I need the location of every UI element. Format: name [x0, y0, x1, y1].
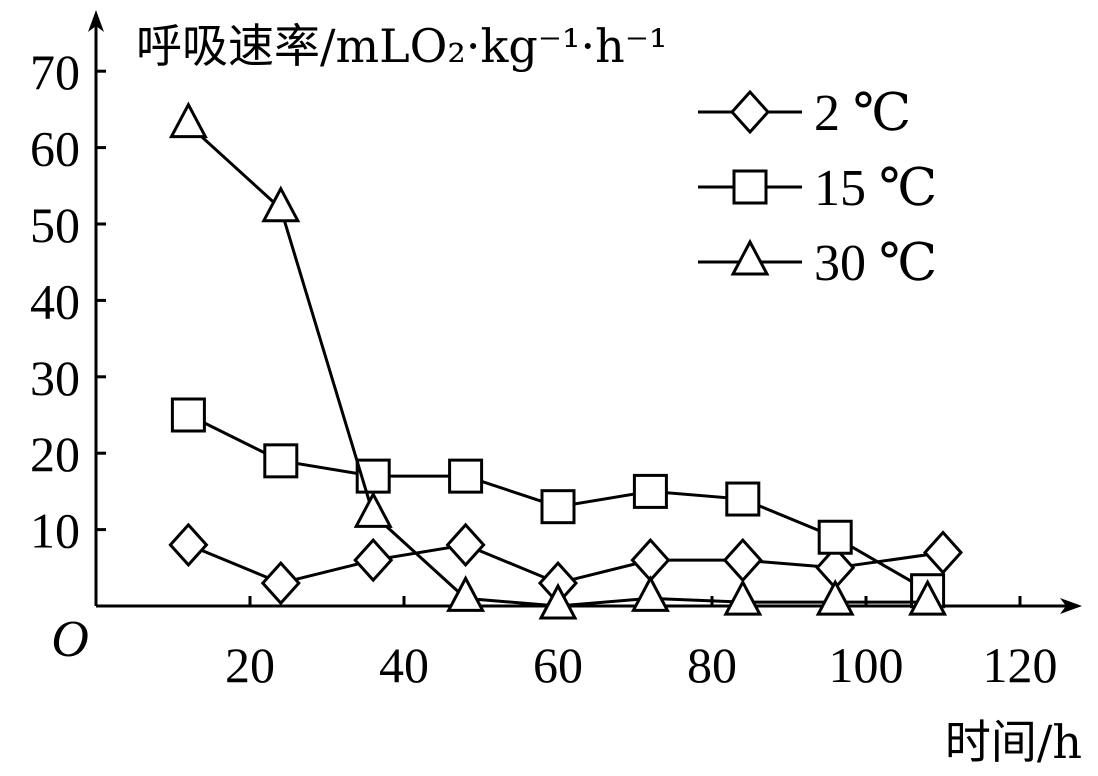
legend-marker-diamond	[729, 89, 771, 135]
data-point-square	[632, 473, 668, 509]
data-point-triangle	[446, 575, 486, 612]
data-point-triangle	[168, 101, 208, 139]
x-tick-label: 80	[687, 637, 737, 693]
y-tick-label: 20	[30, 426, 80, 482]
series-layer	[168, 101, 964, 620]
data-point-triangle	[723, 578, 763, 616]
legend-label: 2 ℃	[814, 85, 911, 142]
legend-item: 2 ℃	[698, 85, 911, 142]
data-point-diamond	[922, 530, 964, 575]
data-point-diamond	[353, 537, 394, 583]
data-point-triangle	[908, 578, 948, 616]
legend-item: 30 ℃	[698, 235, 937, 292]
legend-marker-triangle	[730, 238, 770, 276]
data-point-diamond	[168, 522, 209, 568]
y-tick-label: 50	[30, 197, 80, 253]
legend-marker-square	[732, 169, 768, 205]
x-axis-arrow	[1060, 598, 1082, 614]
x-tick-label: 100	[829, 637, 904, 693]
x-tick-label: 20	[225, 637, 275, 693]
data-point-diamond	[630, 537, 671, 583]
x-tick-label: 40	[379, 637, 429, 693]
y-axis-arrow	[88, 10, 104, 32]
y-tick-label: 60	[30, 121, 80, 177]
data-point-triangle	[538, 582, 578, 620]
y-tick-label: 30	[30, 350, 80, 406]
legend-label: 15 ℃	[814, 160, 937, 217]
data-point-square	[540, 489, 576, 525]
origin-label: O	[51, 611, 89, 668]
data-point-square	[725, 481, 761, 517]
data-point-diamond	[260, 560, 301, 606]
data-point-square	[263, 443, 299, 479]
data-point-triangle	[815, 578, 855, 616]
x-axis-title: 时间/h	[945, 715, 1082, 769]
data-point-square	[448, 458, 484, 494]
data-point-square	[817, 519, 853, 555]
data-point-triangle	[353, 491, 393, 528]
data-point-square	[170, 397, 206, 433]
series-triangle	[168, 101, 948, 620]
legend-label: 30 ℃	[814, 235, 937, 292]
y-tick-label: 70	[30, 44, 80, 100]
data-point-triangle	[261, 185, 301, 223]
legend: 2 ℃ 15 ℃ 30 ℃	[698, 85, 937, 292]
data-point-diamond	[445, 522, 486, 568]
data-point-diamond	[722, 537, 763, 583]
y-tick-label: 40	[30, 273, 80, 329]
y-tick-label: 10	[30, 503, 80, 559]
axes: 20 40 60 80 100 120 10 20 30 40 50 60 70	[30, 10, 1082, 693]
x-tick-label: 60	[533, 637, 583, 693]
data-point-triangle	[630, 575, 670, 612]
x-tick-label: 120	[983, 637, 1058, 693]
legend-item: 15 ℃	[698, 160, 937, 217]
y-axis-title: 呼吸速率/mLO₂·kg⁻¹·h⁻¹	[136, 19, 667, 73]
